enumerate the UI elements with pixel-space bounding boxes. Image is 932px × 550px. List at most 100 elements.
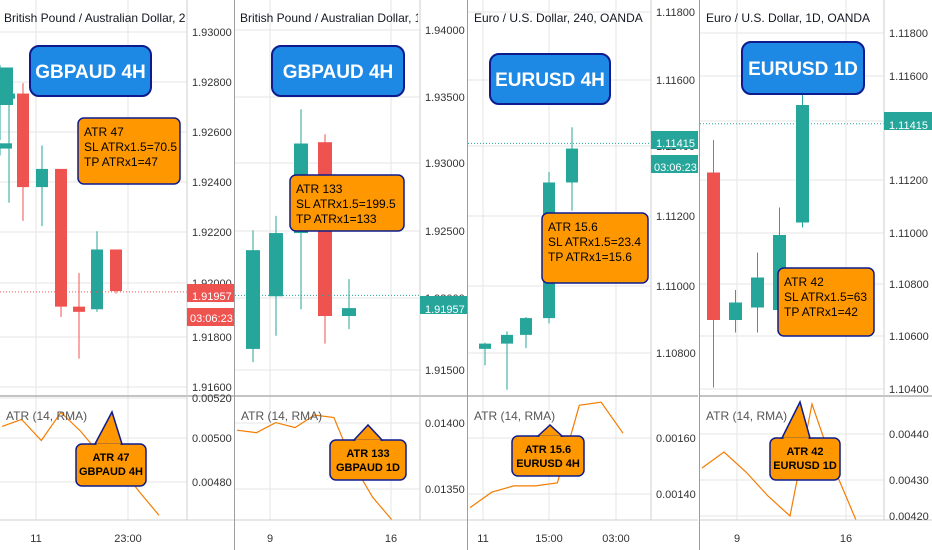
callout-line: GBPAUD 1D [336,462,400,474]
price-tick-label: 1.91800 [192,332,232,344]
price-tick-label: 1.10400 [889,384,929,396]
atr-tick-label: 0.00480 [192,477,232,489]
callout-line: GBPAUD 4H [79,466,143,478]
price-tick-label: 1.92800 [192,77,232,89]
time-tick-label: 16 [385,533,397,545]
candle-body[interactable] [0,67,13,106]
note-line: TP ATRx1=42 [784,305,858,319]
candlestick-series [3,83,122,359]
last-price-value: 1.11415 [889,120,928,132]
chart-panel-1[interactable]: 1.930001.928001.926001.924001.922001.920… [0,0,234,550]
price-tick-label: 1.92200 [192,227,232,239]
callout-line: EURUSD 4H [516,458,580,470]
atr-callout: ATR 15.6 EURUSD 4H [511,423,585,477]
time-tick-label: 23:00 [114,533,142,545]
price-tick-label: 1.11600 [889,71,928,83]
callout-box [329,439,407,481]
candle-body[interactable] [269,233,283,297]
callout-box [769,437,841,481]
atr-tick-label: 0.00500 [192,433,232,445]
candle-body[interactable] [0,143,12,149]
note-line: TP ATRx1=47 [84,155,158,169]
note-line: ATR 133 [296,182,343,196]
atr-indicator-label: ATR (14, RMA) [241,409,322,423]
atr-indicator-label: ATR (14, RMA) [474,409,555,423]
note-line: SL ATRx1.5=63 [784,290,867,304]
badge-box [741,41,865,95]
price-tick-label: 1.91500 [425,365,465,377]
atr-line [236,414,393,521]
atr-callout: ATR 42 EURUSD 1D [769,399,841,481]
note-line: TP ATRx1=15.6 [548,250,632,264]
atr-line [469,401,624,509]
candle-body[interactable] [566,148,578,183]
price-tick-label: 1.11200 [889,175,928,187]
price-tick-label: 1.92600 [192,127,232,139]
last-price-label: 1.91957 [420,296,467,316]
candle-body[interactable] [796,105,809,223]
candle-body[interactable] [342,308,356,316]
note-line: ATR 42 [784,275,824,289]
last-price-box [420,296,467,314]
candle-body[interactable] [36,168,48,188]
time-tick-label: 11 [477,533,488,545]
price-tick-label: 1.11200 [656,211,695,223]
candle-body[interactable] [501,334,513,344]
time-tick-label: 9 [734,533,740,545]
atr-info-note: ATR 15.6SL ATRx1.5=23.4TP ATRx1=15.6 [541,212,649,284]
bar-countdown: 03:06:23 [190,313,233,325]
price-tick-label: 1.91600 [192,382,232,394]
candle-body[interactable] [707,172,720,321]
chart-panel-2[interactable]: 1.940001.935001.930001.925001.920001.915… [234,0,468,550]
price-tick-label: 1.10800 [656,348,696,360]
candle-body[interactable] [55,168,67,307]
callout-box [75,443,147,487]
atr-tick-label: 0.01400 [425,418,465,430]
badge-label: EURUSD 1D [748,59,858,80]
callout-line: EURUSD 1D [773,460,837,472]
price-tick-label: 1.93000 [425,158,465,170]
callout-line: ATR 15.6 [525,444,571,456]
note-box [289,174,405,232]
candle-body[interactable] [751,277,764,308]
candle-body[interactable] [246,250,260,349]
candle-body[interactable] [110,249,122,292]
price-tick-label: 1.11000 [889,228,928,240]
note-box [541,212,649,284]
price-tick-label: 1.92500 [425,226,465,238]
atr-tick-label: 0.00440 [889,429,929,441]
countdown-box [187,308,234,326]
countdown-box [651,155,698,173]
candle-body[interactable] [17,93,29,188]
atr-tick-label: 0.00420 [889,511,929,523]
price-tick-label: 1.93000 [192,27,232,39]
price-tick-label: 1.10800 [889,279,929,291]
candle-body[interactable] [91,249,103,310]
chart-panel-3[interactable]: 1.118001.116001.114001.112001.110001.108… [0,0,698,550]
candle-body[interactable] [729,302,742,321]
timeframe-badge: GBPAUD 4H [29,45,152,97]
price-tick-label: 1.10600 [889,331,929,343]
time-tick-label: 9 [267,533,273,545]
last-price-value: 1.91957 [192,291,232,303]
atr-tick-label: 0.00520 [192,393,232,405]
last-price-box [884,112,932,130]
price-tick-label: 1.11800 [656,7,695,19]
last-price-label: 1.11415 [884,112,932,132]
atr-tick-label: 0.00140 [656,489,696,501]
candle-body[interactable] [520,318,532,335]
candle-body[interactable] [73,306,85,312]
atr-indicator-label: ATR (14, RMA) [6,409,87,423]
timeframe-badge: EURUSD 1D [741,41,865,95]
callout-line: ATR 42 [786,446,823,458]
symbol-header: Euro / U.S. Dollar, 240, OANDA [474,11,643,25]
price-tick-label: 1.11000 [656,281,695,293]
timeframe-badge: EURUSD 4H [489,53,611,105]
candle-body[interactable] [479,343,491,349]
symbol-header: Euro / U.S. Dollar, 1D, OANDA [706,11,870,25]
atr-tick-label: 0.00160 [656,433,696,445]
